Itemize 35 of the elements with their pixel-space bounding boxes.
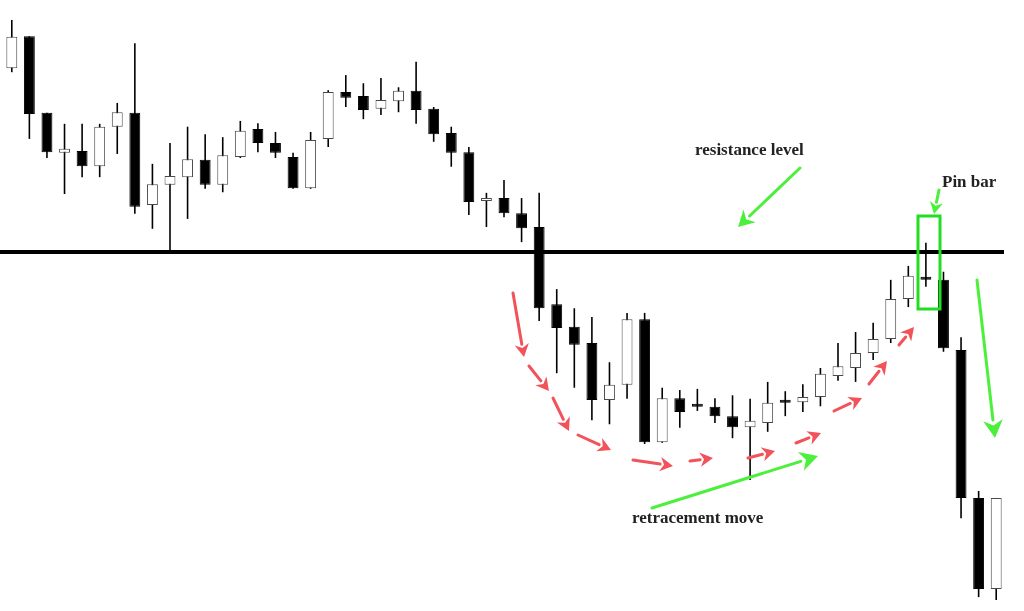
candlestick (674, 389, 686, 429)
candlestick (340, 74, 352, 108)
candlestick (252, 122, 264, 154)
candlestick (270, 131, 281, 159)
candlestick (428, 106, 440, 143)
candlestick (76, 123, 88, 178)
candlestick (59, 123, 70, 195)
candlestick (762, 381, 774, 433)
candlestick (410, 60, 422, 125)
candlestick (814, 367, 826, 408)
candlestick (727, 394, 738, 439)
candlestick (691, 388, 703, 412)
candlestick (568, 307, 580, 389)
candlestick (182, 125, 194, 220)
annotation: Pin bar (942, 172, 997, 192)
candlestick (375, 77, 387, 116)
candlestick (744, 397, 756, 481)
candlestick (604, 361, 615, 426)
candlestick (779, 390, 791, 417)
candlestick (709, 397, 721, 424)
annotation: resistance level (695, 140, 804, 160)
candlestick (516, 197, 528, 243)
candlestick (498, 179, 510, 218)
candlestick (551, 288, 563, 375)
candlestick (797, 383, 809, 413)
candlestick (199, 133, 211, 190)
candlestick (146, 163, 158, 230)
annotation: retracement move (632, 508, 764, 528)
candlestick (902, 265, 914, 308)
candlestick (480, 192, 492, 228)
candlestick (832, 342, 844, 382)
candlestick (393, 86, 404, 114)
candlestick (357, 82, 369, 120)
candlestick (111, 102, 123, 155)
candlestick (445, 125, 457, 168)
